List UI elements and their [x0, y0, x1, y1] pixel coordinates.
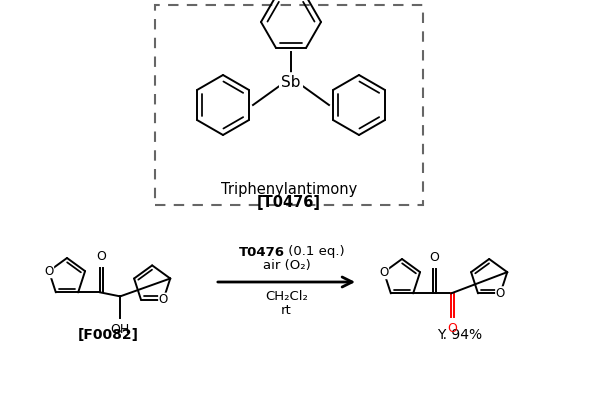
- Text: Y. 94%: Y. 94%: [437, 328, 482, 342]
- Text: (0.1 eq.): (0.1 eq.): [285, 246, 345, 259]
- Text: CH₂Cl₂: CH₂Cl₂: [265, 289, 308, 302]
- Text: Triphenylantimony: Triphenylantimony: [221, 181, 357, 196]
- Text: [T0476]: [T0476]: [257, 194, 321, 209]
- Text: O: O: [447, 322, 457, 335]
- Text: OH: OH: [110, 323, 130, 337]
- Text: O: O: [496, 287, 505, 300]
- Text: T0476: T0476: [239, 246, 285, 259]
- FancyBboxPatch shape: [155, 5, 423, 205]
- Text: Sb: Sb: [281, 75, 301, 90]
- Text: O: O: [96, 250, 106, 264]
- Text: O: O: [429, 251, 440, 264]
- Text: rt: rt: [281, 304, 292, 317]
- Text: O: O: [380, 266, 388, 279]
- Text: [F0082]: [F0082]: [77, 328, 138, 342]
- Text: O: O: [159, 293, 168, 306]
- Text: air (O₂): air (O₂): [263, 259, 311, 272]
- Text: O: O: [45, 265, 53, 278]
